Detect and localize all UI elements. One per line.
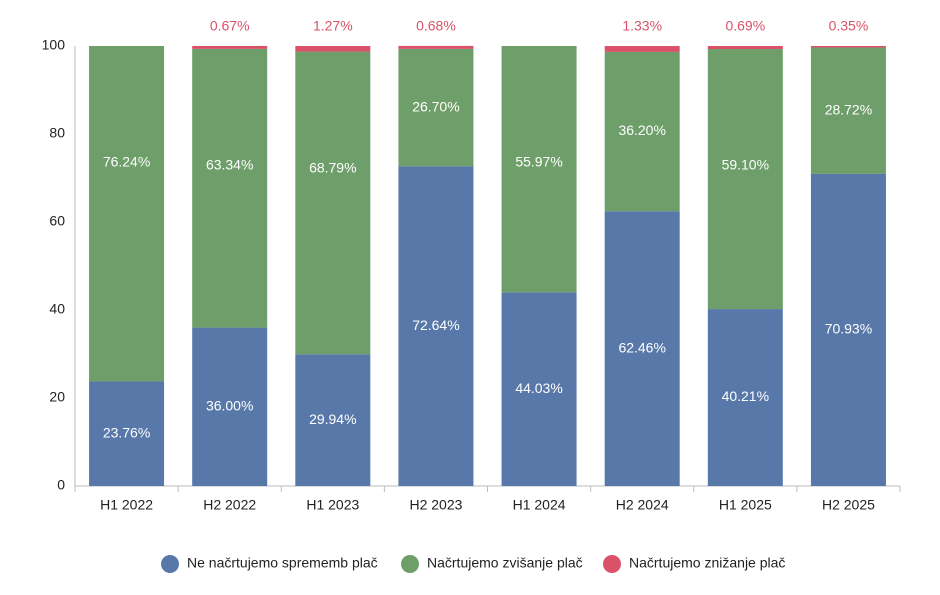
value-label: 76.24% xyxy=(103,154,150,170)
value-label: 1.33% xyxy=(622,18,662,34)
value-label: 44.03% xyxy=(515,380,562,396)
bar-segment xyxy=(707,309,783,486)
bar-segment xyxy=(398,48,474,167)
x-tick-label: H1 2024 xyxy=(513,497,566,513)
bar-segment xyxy=(192,327,268,486)
value-label: 36.20% xyxy=(618,122,665,138)
value-label: 40.21% xyxy=(722,388,769,404)
x-tick-label: H2 2022 xyxy=(203,497,256,513)
y-tick-label: 60 xyxy=(49,213,65,229)
value-label: 59.10% xyxy=(722,157,769,173)
x-tick-label: H2 2023 xyxy=(409,497,462,513)
bar-segment xyxy=(604,51,680,212)
legend-label: Načrtujemo zvišanje plač xyxy=(427,555,583,571)
value-label: 23.76% xyxy=(103,424,150,440)
value-label: 70.93% xyxy=(825,321,872,337)
value-label: 0.35% xyxy=(829,18,869,34)
legend-label: Ne načrtujemo sprememb plač xyxy=(187,555,378,571)
bar-segment xyxy=(501,292,577,486)
bar-segment xyxy=(398,45,474,49)
bar-segment xyxy=(398,166,474,486)
bar-segment xyxy=(192,48,268,328)
bar-segment xyxy=(89,46,165,382)
y-tick-label: 100 xyxy=(42,37,66,53)
x-tick-label: H2 2025 xyxy=(822,497,875,513)
legend-label: Načrtujemo znižanje plač xyxy=(629,555,785,571)
bar-segment xyxy=(295,46,371,52)
bar-segment xyxy=(501,46,577,293)
value-label: 63.34% xyxy=(206,157,253,173)
value-label: 29.94% xyxy=(309,411,356,427)
x-tick-label: H1 2025 xyxy=(719,497,772,513)
legend-marker xyxy=(161,555,179,573)
y-tick-label: 40 xyxy=(49,301,65,317)
bar-segment xyxy=(192,45,268,49)
bar-segment xyxy=(604,46,680,52)
y-tick-label: 80 xyxy=(49,125,65,141)
bar-segment xyxy=(810,173,886,486)
value-label: 72.64% xyxy=(412,317,459,333)
value-label: 62.46% xyxy=(618,339,665,355)
x-tick-label: H1 2023 xyxy=(306,497,359,513)
bar-segment xyxy=(810,47,886,174)
value-label: 55.97% xyxy=(515,154,562,170)
legend-marker xyxy=(401,555,419,573)
value-label: 26.70% xyxy=(412,98,459,114)
bar-segment xyxy=(707,49,783,310)
value-label: 1.27% xyxy=(313,18,353,34)
bar-segment xyxy=(295,51,371,355)
value-label: 0.68% xyxy=(416,18,456,34)
value-label: 0.67% xyxy=(210,18,250,34)
bar-segment xyxy=(707,46,783,50)
value-label: 36.00% xyxy=(206,398,253,414)
bar-segment xyxy=(89,381,165,486)
x-tick-label: H2 2024 xyxy=(616,497,669,513)
bar-segment xyxy=(604,211,680,486)
bar-segment xyxy=(295,354,371,486)
value-label: 0.69% xyxy=(725,18,765,34)
value-label: 28.72% xyxy=(825,101,872,117)
y-tick-label: 0 xyxy=(57,477,65,493)
legend-marker xyxy=(603,555,621,573)
value-label: 68.79% xyxy=(309,159,356,175)
y-tick-label: 20 xyxy=(49,389,65,405)
bar-segment xyxy=(810,46,886,48)
x-tick-label: H1 2022 xyxy=(100,497,153,513)
